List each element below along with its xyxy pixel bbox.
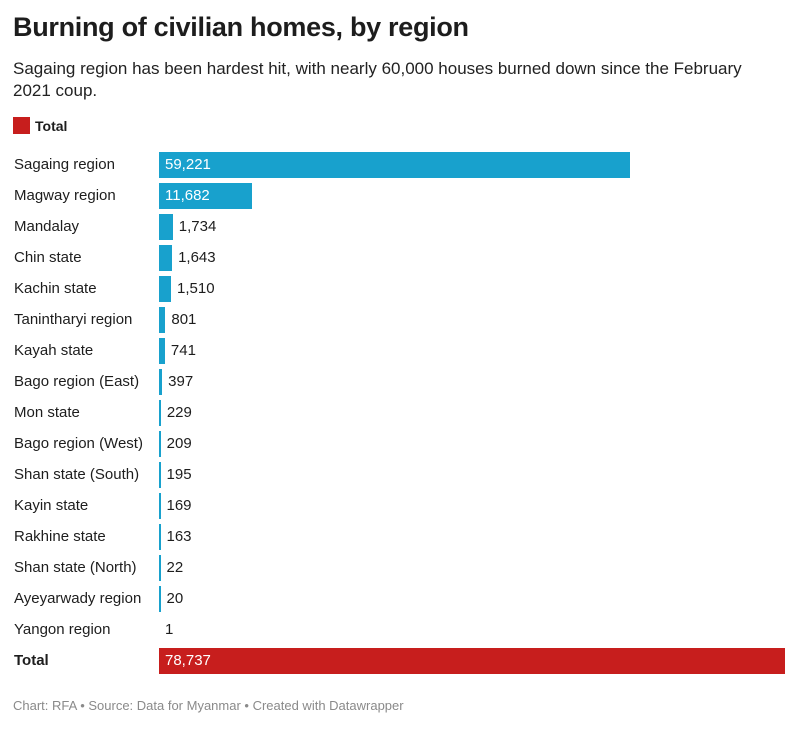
bar-row: Tanintharyi region 801 [0, 307, 800, 338]
category-label: Rakhine state [14, 528, 106, 545]
category-label: Bago region (East) [14, 373, 140, 390]
legend-swatch [13, 117, 30, 134]
value-label: 397 [168, 373, 194, 390]
value-label: 195 [166, 466, 192, 483]
value-label: 1 [165, 621, 174, 638]
value-label: 741 [170, 342, 196, 359]
bar-row: Bago region (East) 397 [0, 369, 800, 400]
bar-row: Yangon region 1 [0, 617, 800, 648]
bar [159, 183, 252, 209]
bar-row: Shan state (South) 195 [0, 462, 800, 493]
bar [159, 524, 161, 550]
bar [159, 307, 166, 333]
value-label: 11,682 [165, 187, 210, 204]
bar [159, 369, 163, 395]
chart-title: Burning of civilian homes, by region [13, 12, 469, 42]
category-label: Bago region (West) [14, 435, 143, 452]
value-label: 59,221 [165, 156, 211, 173]
value-label: 169 [166, 497, 192, 514]
category-label: Magway region [14, 187, 116, 204]
value-label: 1,643 [178, 249, 216, 266]
bar-row: Bago region (West) 209 [0, 431, 800, 462]
value-label: 229 [166, 404, 192, 421]
category-label: Shan state (North) [14, 559, 137, 576]
value-label: 163 [166, 528, 192, 545]
category-label: Sagaing region [14, 156, 115, 173]
value-label: 78,737 [165, 652, 211, 669]
bar-row: Magway region 11,682 [0, 183, 800, 214]
value-label: 801 [171, 311, 197, 328]
category-label: Chin state [14, 249, 82, 266]
bar [159, 586, 161, 612]
value-label: 20 [166, 590, 184, 607]
bar [159, 245, 173, 271]
value-label: 1,734 [178, 218, 217, 235]
category-label: Total [14, 652, 49, 669]
bar-row: Kachin state 1,510 [0, 276, 800, 307]
category-label: Mon state [14, 404, 80, 421]
bar-row: Shan state (North) 22 [0, 555, 800, 586]
category-label: Kachin state [14, 280, 97, 297]
chart-footer: Chart: RFA • Source: Data for Myanmar • … [13, 698, 404, 713]
bar-row: Mandalay 1,734 [0, 214, 800, 245]
bar-row: Chin state 1,643 [0, 245, 800, 276]
category-label: Tanintharyi region [14, 311, 133, 328]
bar-row: Ayeyarwady region 20 [0, 586, 800, 617]
bar [159, 152, 630, 178]
bar [159, 431, 161, 457]
bar [159, 493, 161, 519]
bar [159, 462, 161, 488]
value-label: 1,510 [177, 280, 215, 297]
bar [159, 400, 161, 426]
bar-row: Total 78,737 [0, 648, 800, 679]
category-label: Ayeyarwady region [14, 590, 142, 607]
bar [159, 648, 785, 674]
bar-row: Sagaing region 59,221 [0, 152, 800, 183]
category-label: Yangon region [14, 621, 111, 638]
legend: Total [13, 117, 67, 134]
value-label: 209 [166, 435, 192, 452]
bar-row: Mon state 229 [0, 400, 800, 431]
bar-row: Rakhine state 163 [0, 524, 800, 555]
bar [159, 338, 165, 364]
category-label: Kayah state [14, 342, 94, 359]
legend-label: Total [35, 117, 68, 134]
bar [159, 555, 161, 581]
bar [159, 276, 171, 302]
bar-chart: Sagaing region 59,221 Magway region 11,682 M… [0, 152, 800, 679]
bar-row: Kayin state 169 [0, 493, 800, 524]
bar [159, 214, 173, 240]
chart-subtitle: Sagaing region has been hardest hit, wit… [13, 59, 742, 100]
bar-row: Kayah state 741 [0, 338, 800, 369]
category-label: Shan state (South) [14, 466, 140, 483]
category-label: Mandalay [14, 218, 80, 235]
category-label: Kayin state [14, 497, 89, 514]
value-label: 22 [166, 559, 184, 576]
